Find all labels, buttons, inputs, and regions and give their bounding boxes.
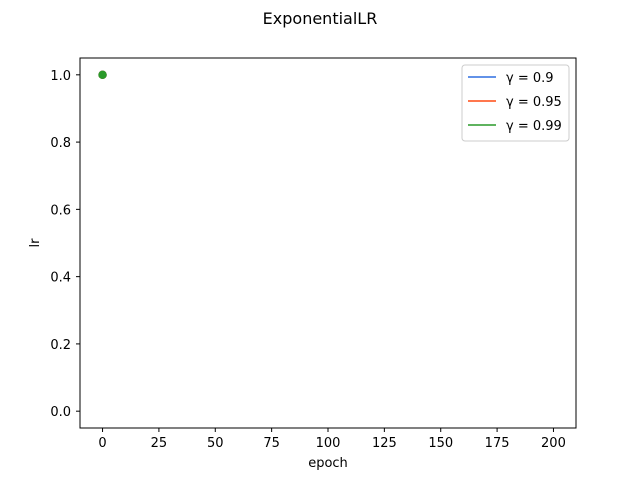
x-tick-label: 175 [485,436,510,451]
y-tick-label: 0.0 [50,405,71,420]
y-tick-label: 0.6 [50,203,71,218]
legend-label: γ = 0.95 [506,95,562,110]
x-tick-label: 125 [372,436,397,451]
y-tick-label: 1.0 [50,69,71,84]
x-tick-label: 50 [207,436,224,451]
y-tick-label: 0.8 [50,136,71,151]
data-point-series-2 [98,70,107,80]
x-tick-label: 100 [316,436,341,451]
legend-label: γ = 0.99 [506,119,562,134]
x-tick-label: 0 [98,436,106,451]
legend-box [461,64,570,142]
x-tick-label: 150 [428,436,453,451]
plot-area [98,70,107,80]
y-tick-label: 0.2 [50,338,71,353]
y-tick-label: 0.4 [50,271,71,286]
plot-frame [79,57,577,429]
x-tick-label: 200 [541,436,566,451]
chart-title: ExponentialLR [263,9,378,28]
x-axis-label: epoch [308,456,348,471]
legend: γ = 0.9 γ = 0.95 γ = 0.99 [461,64,570,142]
ticks-layer: 0 25 50 75 100 125 150 175 200 0.0 0.2 0.4 0.6 0.8 1.0 [50,69,566,451]
y-axis-label: lr [28,238,43,248]
legend-label: γ = 0.9 [506,71,554,86]
x-tick-label: 25 [151,436,168,451]
x-tick-label: 75 [263,436,280,451]
